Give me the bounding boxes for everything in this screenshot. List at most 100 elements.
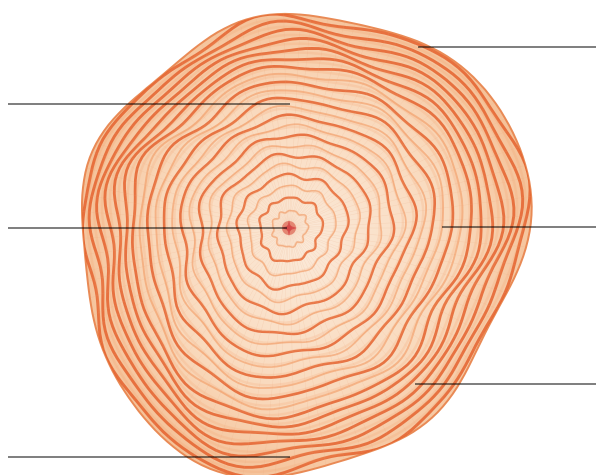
medullary-ray (288, 227, 365, 462)
medullary-ray (121, 227, 290, 415)
medullary-ray (288, 13, 335, 229)
medullary-ray (82, 130, 290, 229)
medullary-ray (288, 26, 453, 229)
medullary-ray (288, 13, 303, 229)
growth-ring (179, 113, 418, 358)
medullary-ray (262, 13, 290, 229)
medullary-ray (98, 227, 290, 382)
medullary-ray (288, 160, 532, 229)
medullary-ray (98, 89, 290, 229)
medullary-ray (207, 227, 290, 475)
medullary-ray (288, 34, 464, 229)
medullary-ray (288, 13, 404, 229)
medullary-ray (288, 227, 413, 442)
medullary-ray (82, 227, 290, 336)
latewood-band (148, 82, 453, 397)
medullary-ray (288, 173, 532, 229)
latewood-band (181, 116, 415, 356)
medullary-ray (274, 227, 290, 475)
medullary-ray (169, 227, 290, 461)
medullary-ray (231, 13, 290, 229)
medullary-ray (288, 13, 315, 229)
medullary-ray (219, 227, 290, 475)
medullary-ray (213, 13, 290, 229)
growth-ring (87, 19, 525, 469)
latewood-band (226, 163, 361, 302)
medullary-ray (282, 13, 290, 229)
medullary-ray (288, 62, 495, 229)
medullary-ray (111, 76, 290, 229)
medullary-ray (288, 227, 395, 451)
medullary-ray (92, 227, 290, 371)
latewood-band (117, 51, 490, 434)
latewood-band (173, 107, 425, 367)
medullary-ray (288, 214, 532, 229)
latewood-band (100, 33, 510, 453)
callout-lines (8, 46, 596, 458)
medullary-ray (288, 227, 347, 468)
growth-ring (197, 133, 396, 336)
medullary-ray (159, 227, 290, 453)
medullary-ray (82, 209, 290, 229)
growth-ring (207, 144, 383, 326)
medullary-ray (288, 227, 503, 324)
growth-ring (145, 80, 455, 401)
medullary-ray (288, 227, 328, 473)
medullary-ray (288, 227, 486, 357)
growth-ring (225, 162, 361, 304)
latewood-band (86, 18, 527, 473)
latewood-band (140, 74, 462, 407)
growth-ring (95, 27, 516, 458)
latewood-band (247, 184, 337, 276)
medullary-ray (288, 227, 526, 279)
growth-ring (123, 57, 483, 429)
growth-ring (112, 46, 495, 436)
growth-ring (171, 104, 427, 369)
growth-ring (235, 172, 350, 291)
medullary-ray (288, 227, 481, 368)
medullary-ray (288, 227, 439, 424)
medullary-ray (82, 227, 290, 258)
medullary-ray (82, 227, 290, 325)
growth-ring (188, 123, 407, 346)
medullary-ray (203, 13, 290, 229)
medullary-ray (82, 159, 290, 229)
medullary-ray (82, 178, 290, 229)
medullary-rays (82, 13, 532, 475)
medullary-ray (109, 227, 290, 399)
medullary-ray (288, 227, 453, 410)
latewood-band (165, 99, 434, 377)
medullary-ray (82, 141, 290, 229)
latewood-band (209, 145, 381, 324)
medullary-ray (288, 72, 503, 229)
pith-center (281, 220, 297, 236)
growth-ring (258, 196, 325, 263)
latewood-band (156, 91, 443, 387)
medullary-ray (171, 25, 290, 229)
medullary-ray (82, 227, 290, 276)
growth-ring (103, 37, 506, 446)
latewood-band (133, 67, 471, 417)
latewood-band (217, 154, 371, 314)
latewood-band (236, 173, 349, 290)
medullary-ray (288, 227, 495, 340)
medullary-ray (261, 227, 290, 475)
medullary-ray (288, 13, 416, 229)
medullary-ray (129, 227, 290, 424)
medullary-ray (288, 108, 526, 229)
medullary-ray (162, 32, 290, 229)
medullary-ray (288, 227, 517, 297)
medullary-ray (250, 13, 290, 229)
medullary-ray (288, 227, 509, 313)
growth-ring (162, 96, 437, 379)
medullary-ray (82, 227, 290, 240)
medullary-ray (288, 89, 515, 229)
medullary-ray (288, 13, 366, 229)
medullary-ray (288, 139, 532, 229)
medullary-ray (187, 13, 290, 229)
growth-ring (138, 72, 464, 411)
growth-ring (154, 89, 445, 389)
medullary-ray (288, 227, 423, 436)
latewood-band (190, 125, 405, 345)
